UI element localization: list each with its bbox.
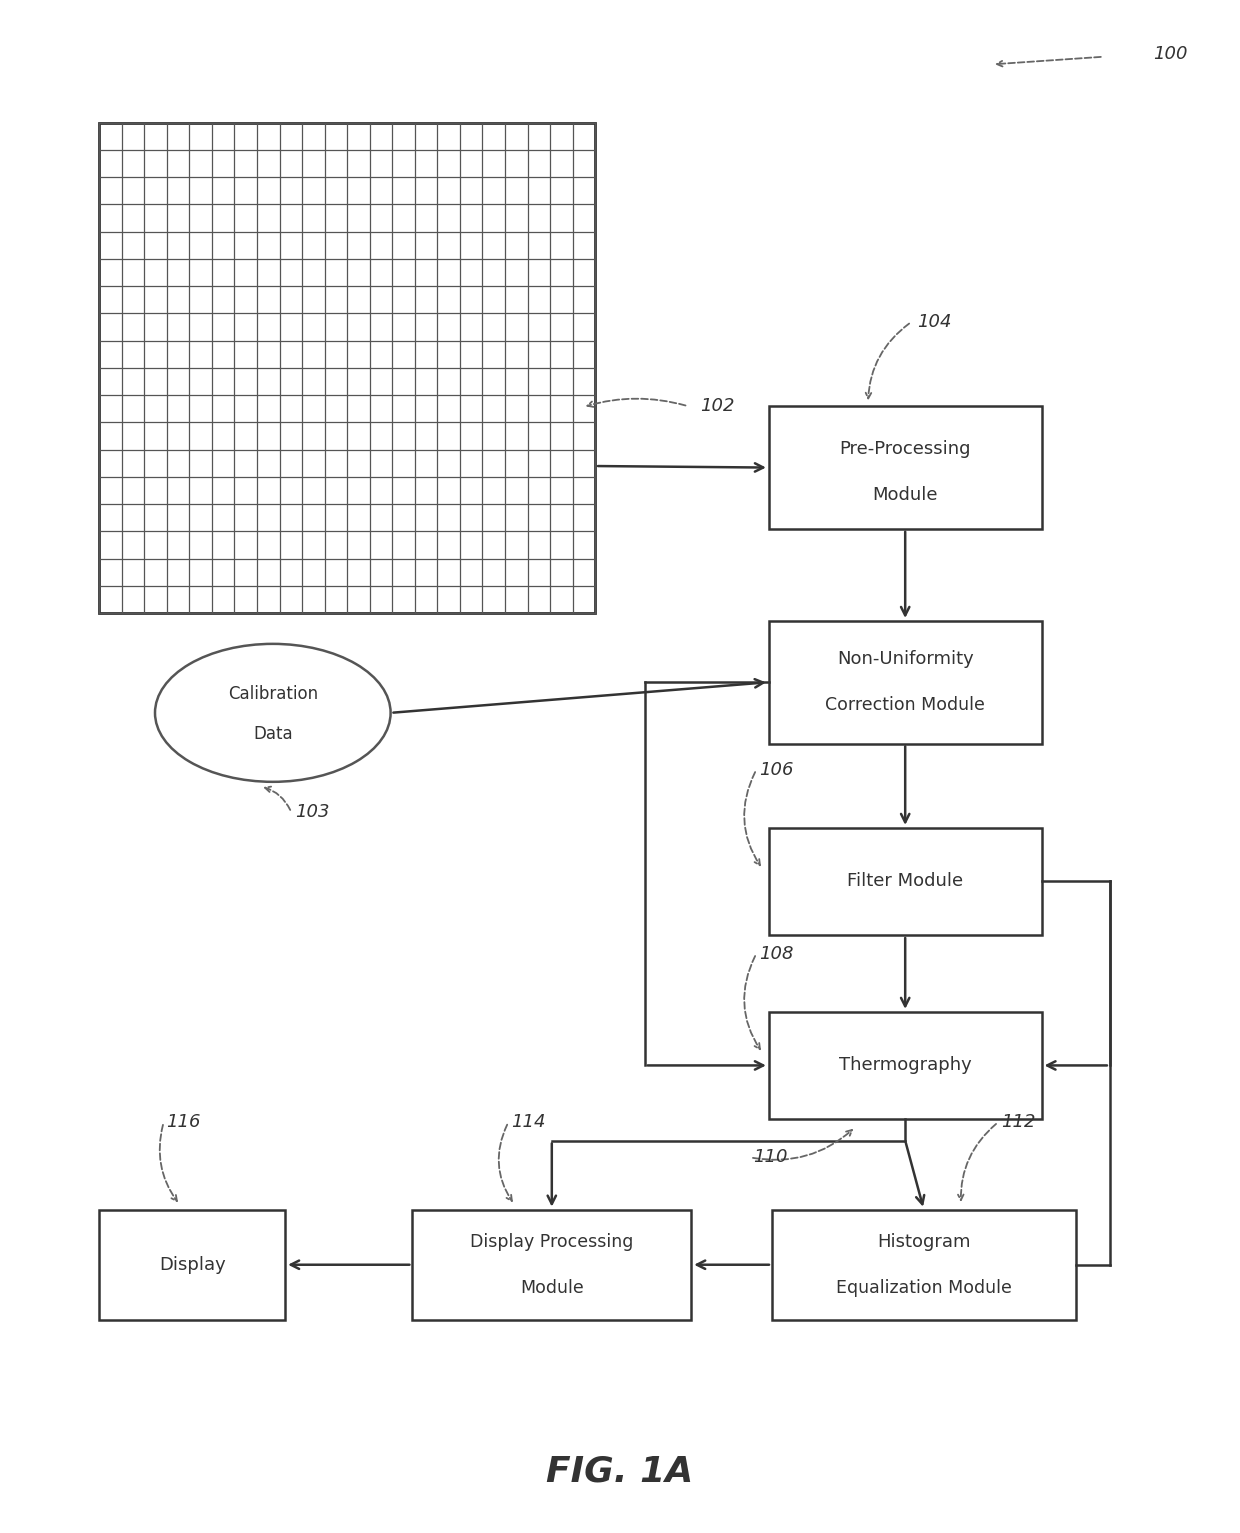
Text: 116: 116 bbox=[166, 1113, 201, 1131]
Bar bbox=[769, 621, 1042, 744]
Ellipse shape bbox=[155, 644, 391, 782]
Text: Filter Module: Filter Module bbox=[847, 872, 963, 891]
Text: 106: 106 bbox=[759, 760, 794, 779]
Text: Pre-Processing: Pre-Processing bbox=[839, 440, 971, 458]
Bar bbox=[769, 406, 1042, 529]
Text: 108: 108 bbox=[759, 944, 794, 963]
Bar bbox=[99, 1210, 285, 1320]
Text: 104: 104 bbox=[918, 313, 952, 331]
Text: Data: Data bbox=[253, 725, 293, 744]
Text: 114: 114 bbox=[511, 1113, 546, 1131]
Bar bbox=[769, 828, 1042, 935]
Text: 102: 102 bbox=[701, 397, 735, 415]
Text: 110: 110 bbox=[753, 1148, 787, 1167]
Text: 100: 100 bbox=[1153, 44, 1188, 63]
Text: Display: Display bbox=[159, 1256, 226, 1274]
Text: Correction Module: Correction Module bbox=[826, 696, 985, 714]
Text: Module: Module bbox=[520, 1279, 584, 1297]
Text: 112: 112 bbox=[1001, 1113, 1035, 1131]
Text: Equalization Module: Equalization Module bbox=[836, 1279, 1012, 1297]
Text: Module: Module bbox=[873, 486, 937, 504]
Text: Non-Uniformity: Non-Uniformity bbox=[837, 650, 973, 668]
Text: Calibration: Calibration bbox=[228, 685, 317, 704]
Text: Thermography: Thermography bbox=[838, 1056, 972, 1075]
Bar bbox=[412, 1210, 692, 1320]
Text: 103: 103 bbox=[295, 803, 330, 822]
Bar bbox=[99, 123, 595, 613]
Bar bbox=[769, 1012, 1042, 1119]
Text: FIG. 1A: FIG. 1A bbox=[547, 1455, 693, 1489]
Text: Histogram: Histogram bbox=[877, 1233, 971, 1251]
Text: Display Processing: Display Processing bbox=[470, 1233, 634, 1251]
Bar bbox=[771, 1210, 1076, 1320]
